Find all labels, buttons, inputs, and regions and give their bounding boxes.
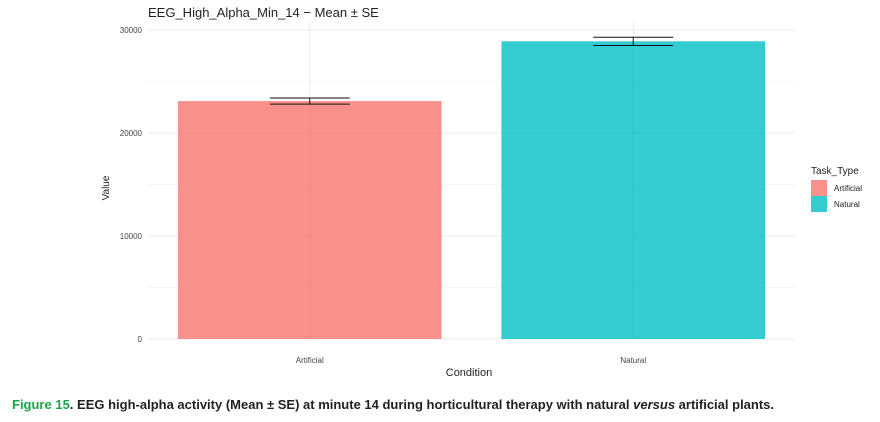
y-axis-label: Value <box>101 175 112 200</box>
caption-text: . EEG high-alpha activity (Mean ± SE) at… <box>69 397 634 412</box>
caption-figure-label: Figure 15 <box>12 397 70 412</box>
x-tick-labels: Artificial Natural <box>296 356 647 365</box>
bar-chart: 0 10000 20000 30000 Artificial Natural EEG_H… <box>101 5 862 379</box>
y-tick-labels: 0 10000 20000 30000 <box>120 26 143 344</box>
x-tick-label: Natural <box>620 356 646 365</box>
legend-items: Artificial Natural <box>811 180 862 212</box>
y-tick-label: 10000 <box>120 232 143 241</box>
x-tick-label: Artificial <box>296 356 324 365</box>
legend-swatch-natural <box>811 196 827 212</box>
y-tick-label: 0 <box>138 335 143 344</box>
y-tick-label: 20000 <box>120 129 143 138</box>
y-tick-label: 30000 <box>120 26 143 35</box>
figure-caption: Figure 15. EEG high-alpha activity (Mean… <box>12 397 872 412</box>
legend: Task_Type Artificial Natural <box>811 166 862 212</box>
bars <box>177 41 766 340</box>
bar-artificial <box>177 101 442 339</box>
bar-natural <box>501 41 766 340</box>
x-axis-label: Condition <box>446 367 492 379</box>
caption-emphasis: versus <box>633 397 676 412</box>
legend-swatch-artificial <box>811 180 827 196</box>
caption-text-end: artificial plants. <box>675 397 775 412</box>
legend-label: Artificial <box>834 184 862 193</box>
legend-label: Natural <box>834 200 860 209</box>
legend-title: Task_Type <box>811 166 859 177</box>
error-bars <box>269 36 674 105</box>
chart-title: EEG_High_Alpha_Min_14 − Mean ± SE <box>148 5 379 20</box>
